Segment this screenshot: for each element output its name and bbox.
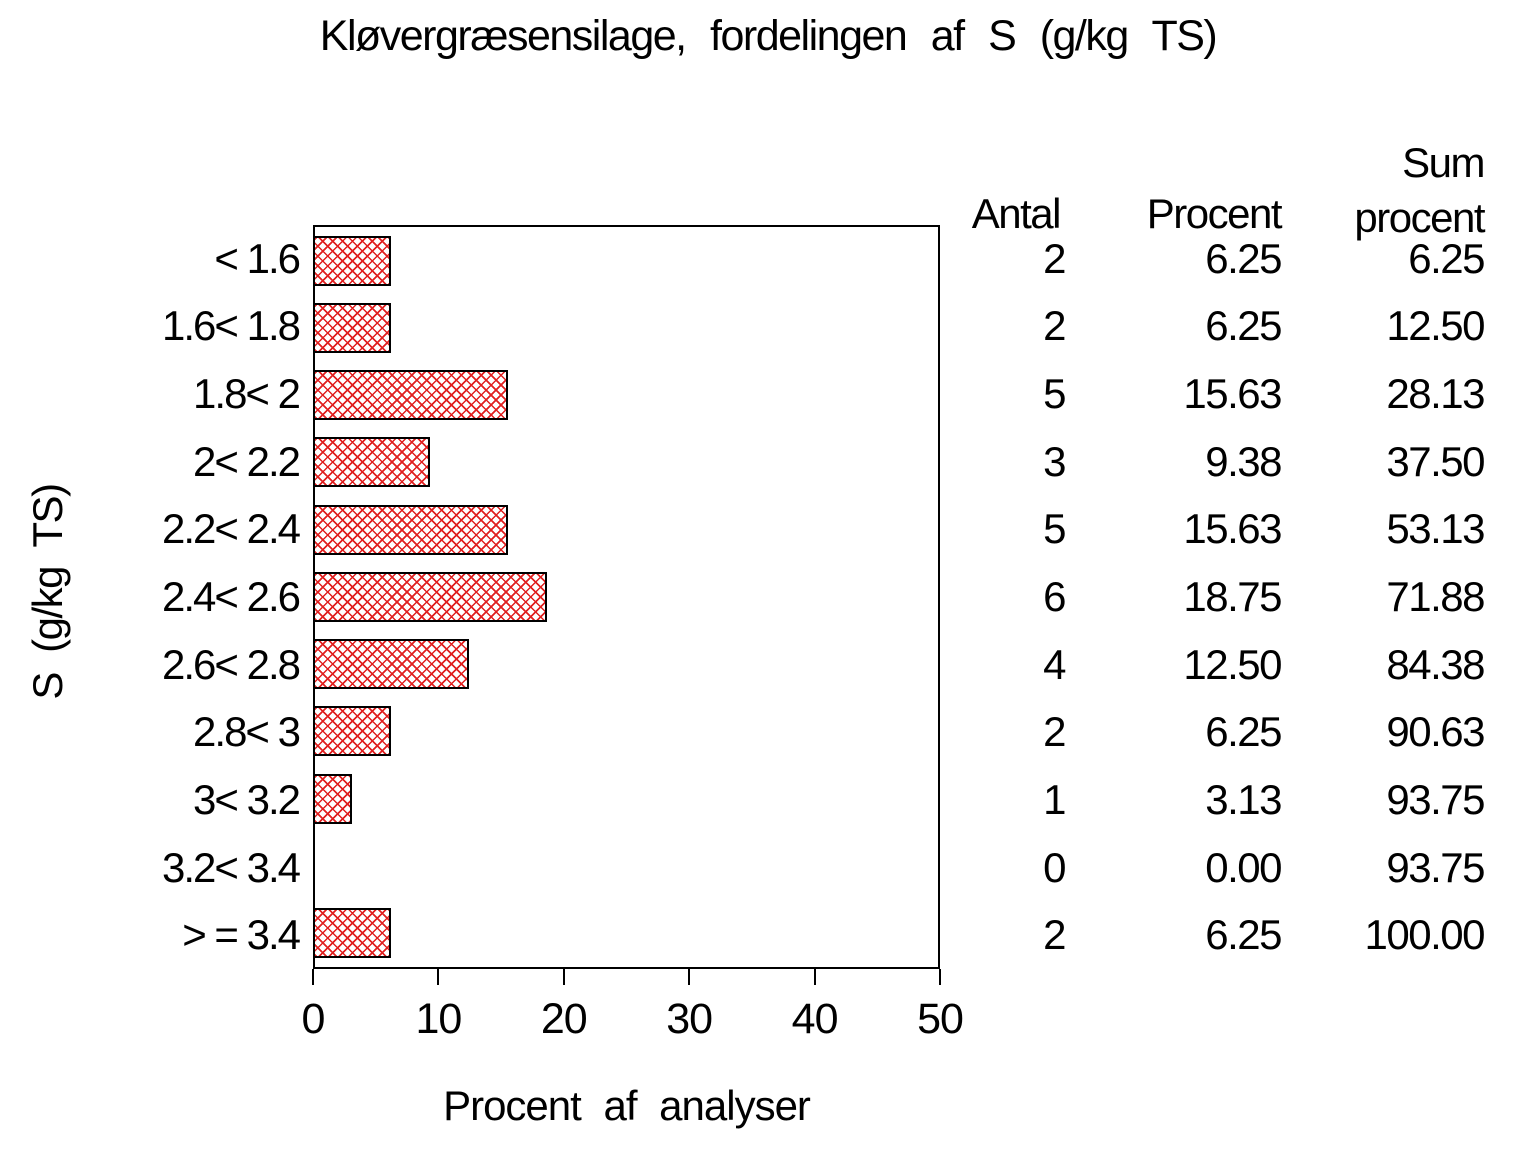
bar-row [313, 563, 938, 630]
x-axis-tick-labels: 0 10 20 30 40 50 [302, 995, 964, 1045]
bar-10 [313, 908, 391, 959]
bar-row [313, 765, 938, 832]
table-cell-sum-6: 84.38 [1386, 640, 1485, 688]
bar-row [313, 698, 938, 765]
bar-5 [313, 571, 547, 622]
plot-area [313, 225, 940, 969]
category-label-5: 2.4< 2.6 [162, 573, 301, 621]
table-cell-antal-9: 0 [1043, 843, 1066, 891]
bar-7 [313, 706, 391, 757]
x-tick-mark-30 [688, 969, 691, 985]
table-cell-antal-10: 2 [1043, 911, 1066, 959]
bar-0 [313, 235, 391, 286]
table-cell-antal-7: 2 [1043, 708, 1066, 756]
x-tick-mark-20 [562, 969, 565, 985]
table-column-sum-procent: 6.25 12.50 28.13 37.50 53.13 71.88 84.38 90.63 9… [1264, 225, 1486, 969]
bar-8 [313, 773, 352, 824]
x-tick-label-40: 40 [791, 995, 839, 1043]
x-tick-label-0: 0 [301, 995, 326, 1043]
bar-4 [313, 504, 508, 555]
table-header-sum-procent: Sum procent [1354, 135, 1485, 245]
table-cell-procent-4: 15.63 [1183, 505, 1282, 553]
bar-2 [313, 370, 508, 421]
table-cell-sum-8: 93.75 [1386, 775, 1485, 823]
category-label-6: 2.6< 2.8 [162, 640, 301, 688]
table-column-antal: 2 2 5 3 5 6 4 2 1 0 2 [845, 225, 1066, 969]
x-tick-mark-10 [437, 969, 440, 985]
table-header-sum-line1: Sum [1402, 139, 1485, 186]
bar-1 [313, 302, 391, 353]
table-cell-procent-3: 9.38 [1205, 437, 1282, 485]
bar-row [313, 227, 938, 294]
x-tick-label-10: 10 [415, 995, 462, 1043]
table-cell-antal-6: 4 [1043, 640, 1066, 688]
table-cell-sum-0: 6.25 [1408, 234, 1485, 282]
table-cell-antal-4: 5 [1043, 505, 1066, 553]
category-label-4: 2.2< 2.4 [162, 505, 301, 553]
x-tick-mark-50 [939, 969, 941, 985]
table-cell-sum-4: 53.13 [1386, 505, 1485, 553]
category-label-0: < 1.6 [214, 234, 301, 282]
table-cell-procent-8: 3.13 [1205, 775, 1282, 823]
bar-6 [313, 639, 469, 690]
x-axis-label: Procent af analyser [443, 1082, 811, 1129]
table-cell-antal-3: 3 [1043, 437, 1066, 485]
x-tick-label-30: 30 [666, 995, 713, 1043]
table-cell-sum-9: 93.75 [1386, 843, 1485, 891]
x-tick-label-50: 50 [917, 995, 964, 1043]
table-cell-sum-7: 90.63 [1386, 708, 1485, 756]
bars-container [313, 227, 938, 967]
table-cell-procent-9: 0.00 [1205, 843, 1282, 891]
table-cell-procent-0: 6.25 [1205, 234, 1282, 282]
table-cell-sum-2: 28.13 [1386, 370, 1485, 418]
bar-row [313, 294, 938, 361]
table-cell-sum-1: 12.50 [1386, 302, 1485, 350]
x-tick-mark-0 [312, 969, 314, 985]
category-label-1: 1.6< 1.8 [162, 302, 301, 350]
bar-3 [313, 437, 430, 488]
bar-row [313, 900, 938, 967]
table-cell-antal-8: 1 [1043, 775, 1066, 823]
category-label-3: 2< 2.2 [193, 437, 301, 485]
table-cell-antal-2: 5 [1043, 370, 1066, 418]
table-cell-antal-0: 2 [1043, 234, 1066, 282]
table-cell-procent-6: 12.50 [1183, 640, 1282, 688]
table-cell-procent-10: 6.25 [1205, 911, 1282, 959]
category-label-8: 3< 3.2 [193, 775, 301, 823]
table-header-sum-line2: procent [1354, 194, 1485, 241]
table-header-procent: Procent [1146, 190, 1283, 237]
category-label-9: 3.2< 3.4 [162, 843, 301, 891]
table-cell-procent-1: 6.25 [1205, 302, 1282, 350]
table-cell-sum-3: 37.50 [1386, 437, 1485, 485]
table-cell-sum-5: 71.88 [1386, 573, 1485, 621]
bar-row [313, 631, 938, 698]
bar-row [313, 362, 938, 429]
x-axis-tick-marks [312, 969, 941, 985]
x-tick-mark-40 [813, 969, 816, 985]
table-cell-procent-5: 18.75 [1183, 573, 1282, 621]
table-column-procent: 6.25 6.25 15.63 9.38 15.63 18.75 12.50 6.25 3.13… [1061, 225, 1282, 969]
category-axis-labels: < 1.6 1.6< 1.8 1.8< 2 2< 2.2 2.2< 2.4 2.4< 2.… [0, 225, 301, 969]
bar-row [313, 496, 938, 563]
table-header-antal: Antal [971, 190, 1062, 237]
chart-title: Kløvergræsensilage, fordelingen af S (g/… [319, 12, 1218, 60]
table-cell-antal-5: 6 [1043, 573, 1066, 621]
table-cell-procent-7: 6.25 [1205, 708, 1282, 756]
table-cell-sum-10: 100.00 [1364, 911, 1486, 959]
table-cell-antal-1: 2 [1043, 302, 1066, 350]
category-label-10: > = 3.4 [182, 911, 301, 959]
bar-row [313, 429, 938, 496]
table-cell-procent-2: 15.63 [1183, 370, 1282, 418]
category-label-7: 2.8< 3 [193, 708, 301, 756]
category-label-2: 1.8< 2 [193, 370, 301, 418]
x-tick-label-20: 20 [540, 995, 588, 1043]
